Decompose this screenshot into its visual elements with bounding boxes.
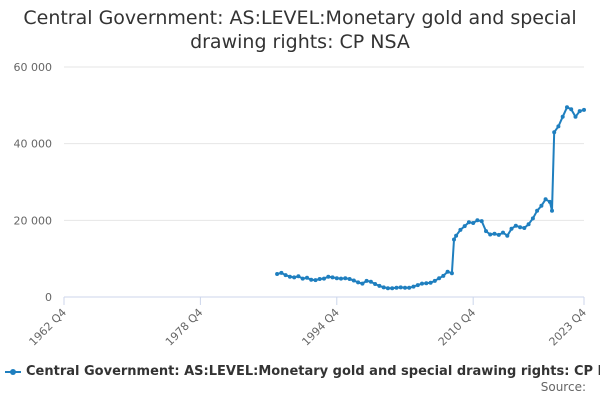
- data-point: [560, 114, 565, 119]
- data-point: [343, 276, 348, 281]
- data-point: [377, 283, 382, 288]
- data-point: [432, 278, 437, 283]
- data-point: [398, 285, 403, 290]
- data-point: [407, 285, 412, 290]
- legend-label: Central Government: AS:LEVEL:Monetary go…: [26, 364, 600, 379]
- data-point: [466, 220, 471, 225]
- data-point: [441, 273, 446, 278]
- data-point: [565, 105, 569, 110]
- data-point: [471, 221, 476, 225]
- series-line: [276, 106, 585, 290]
- data-point: [275, 272, 280, 276]
- chart-title: Central Government: AS:LEVEL:Monetary go…: [0, 6, 600, 54]
- data-point: [577, 109, 582, 114]
- data-point: [313, 278, 318, 283]
- data-point: [415, 283, 420, 288]
- data-point: [462, 224, 467, 229]
- legend[interactable]: Central Government: AS:LEVEL:Monetary go…: [0, 364, 600, 379]
- data-point: [505, 233, 510, 238]
- data-point: [550, 208, 554, 213]
- data-point: [309, 277, 314, 282]
- source-label: Source:: [540, 380, 586, 394]
- data-point: [339, 276, 343, 281]
- data-point: [360, 281, 365, 286]
- data-point: [488, 232, 493, 237]
- data-point: [279, 270, 284, 275]
- data-point: [364, 278, 369, 283]
- data-point: [445, 269, 450, 274]
- data-point: [569, 107, 574, 112]
- data-point: [385, 286, 390, 291]
- data-point: [543, 197, 548, 202]
- data-point: [368, 279, 373, 284]
- data-point: [458, 227, 463, 232]
- data-point: [283, 273, 288, 278]
- data-point: [452, 237, 456, 242]
- data-point: [292, 275, 297, 280]
- data-point: [305, 275, 309, 280]
- data-point: [356, 280, 361, 285]
- data-point: [403, 285, 407, 290]
- data-point: [513, 223, 518, 228]
- data-point: [373, 282, 378, 286]
- data-point: [437, 276, 442, 281]
- data-point: [552, 130, 557, 135]
- legend-dot-swatch: [10, 368, 16, 375]
- data-point: [475, 218, 480, 223]
- data-point: [547, 199, 552, 204]
- data-point: [381, 285, 386, 290]
- data-point: [351, 278, 356, 283]
- y-tick-label: 20 000: [14, 214, 53, 227]
- legend-marker: [5, 366, 21, 378]
- y-tick-label: 60 000: [14, 61, 53, 74]
- data-point: [411, 284, 416, 289]
- data-point: [428, 280, 433, 285]
- data-point: [287, 274, 292, 279]
- data-point: [530, 216, 535, 221]
- data-point: [492, 231, 497, 236]
- data-point: [556, 124, 561, 129]
- data-point: [582, 107, 586, 112]
- data-point: [334, 276, 339, 281]
- data-point: [496, 232, 501, 237]
- x-tick-label: 1962 Q4: [27, 306, 70, 349]
- data-point: [454, 233, 459, 238]
- data-point: [535, 208, 540, 213]
- data-point: [326, 274, 331, 279]
- data-point: [509, 226, 514, 231]
- chart-title-line-2: drawing rights: CP NSA: [190, 31, 410, 53]
- x-tick-label: 2010 Q4: [436, 306, 479, 349]
- data-point: [394, 285, 399, 290]
- data-point: [501, 230, 505, 235]
- x-tick-label: 2023 Q4: [547, 306, 590, 349]
- data-point: [526, 222, 531, 227]
- data-point: [424, 281, 429, 286]
- data-point: [347, 277, 352, 281]
- data-point: [522, 226, 527, 230]
- y-tick-label: 0: [45, 291, 52, 304]
- data-point: [420, 281, 424, 286]
- data-point: [539, 203, 544, 208]
- y-tick-label: 40 000: [14, 138, 53, 151]
- data-point: [479, 219, 484, 224]
- data-point: [330, 275, 335, 280]
- x-tick-label: 1994 Q4: [299, 306, 342, 349]
- x-tick-label: 1978 Q4: [163, 306, 206, 349]
- data-point: [573, 114, 578, 119]
- data-point: [390, 286, 395, 291]
- data-point: [449, 271, 454, 276]
- data-point: [300, 276, 305, 281]
- data-point: [317, 277, 322, 281]
- data-point: [322, 276, 326, 281]
- data-point: [518, 225, 523, 230]
- data-point: [484, 229, 488, 234]
- data-point: [296, 274, 301, 279]
- chart-title-line-1: Central Government: AS:LEVEL:Monetary go…: [23, 7, 577, 29]
